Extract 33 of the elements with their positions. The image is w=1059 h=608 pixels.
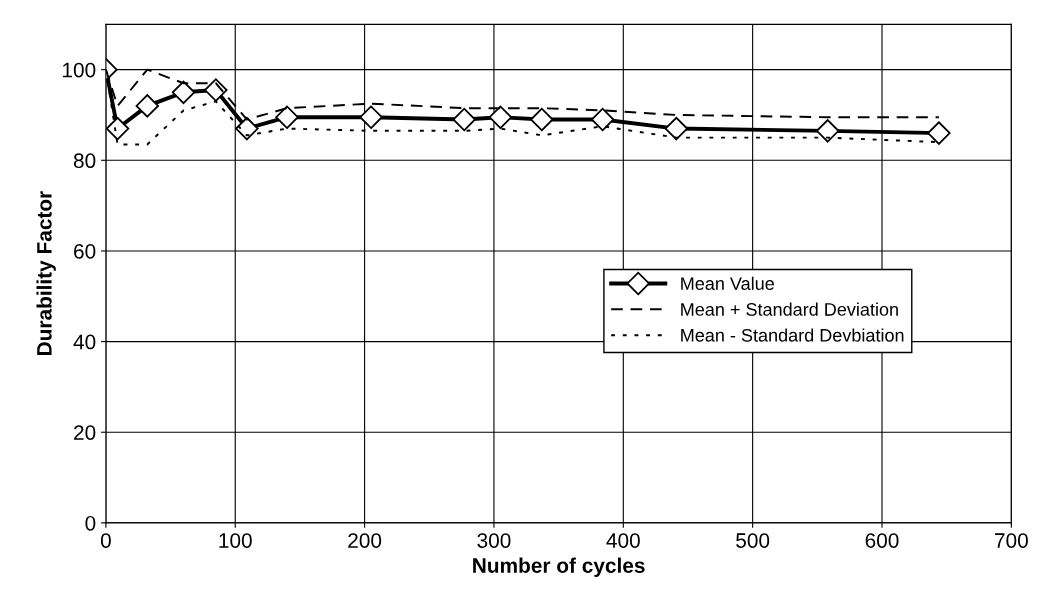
- y-axis-title: Durability Factor: [36, 191, 56, 355]
- point: [815, 119, 840, 143]
- x-tick-label: 200: [348, 533, 382, 548]
- point: [171, 80, 196, 105]
- point: [135, 94, 159, 118]
- point: [204, 78, 228, 102]
- point: [927, 121, 951, 145]
- legend-label: Mean + Standard Deviation: [681, 302, 898, 316]
- y-tick-label: 100: [63, 62, 96, 78]
- y-tick-label: 0: [85, 515, 96, 531]
- y-tick-label: 60: [74, 243, 96, 259]
- x-tick-label: 500: [736, 533, 770, 548]
- legend-label: Mean - Standard Devbiation: [681, 328, 904, 342]
- x-tick-label: 100: [219, 533, 252, 548]
- x-tick-label: 600: [865, 533, 899, 548]
- y-tick-label: 20: [74, 425, 96, 440]
- point: [530, 107, 554, 132]
- point: [590, 107, 615, 132]
- point: [105, 116, 130, 141]
- x-tick-label: 0: [100, 533, 111, 548]
- x-tick-label: 400: [606, 533, 640, 548]
- point: [275, 105, 299, 129]
- y-tick-label: 40: [73, 334, 96, 350]
- point: [359, 105, 383, 129]
- point: [488, 105, 513, 129]
- point: [452, 107, 476, 132]
- x-tick-label: 300: [477, 533, 511, 548]
- point: [235, 116, 259, 141]
- y-tick-label: 80: [73, 153, 96, 169]
- x-tick-label: 700: [995, 533, 1028, 548]
- legend-label: Mean Value: [681, 276, 774, 290]
- x-axis-title: Number of cycles: [473, 557, 645, 577]
- point: [664, 116, 689, 141]
